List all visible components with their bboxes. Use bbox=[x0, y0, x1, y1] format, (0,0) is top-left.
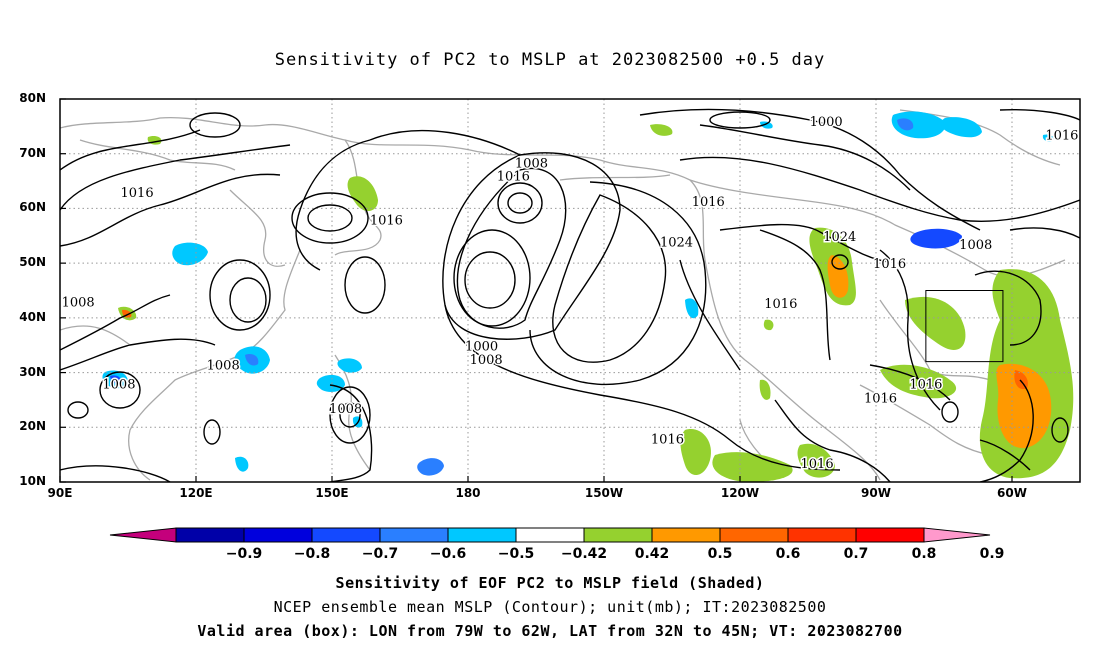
shade-positive bbox=[763, 319, 774, 331]
colorbar-label: −0.7 bbox=[361, 546, 399, 562]
lon-label: 180 bbox=[455, 486, 481, 500]
lat-label: 10N bbox=[19, 474, 46, 488]
shade-negative bbox=[110, 375, 122, 384]
lon-label: 150E bbox=[315, 486, 349, 500]
shade-positive bbox=[759, 379, 771, 400]
contour-label: 1016 bbox=[873, 257, 906, 272]
colorbar-box bbox=[447, 527, 517, 543]
shade-positive bbox=[650, 124, 673, 136]
contour-label: 1016 bbox=[1045, 129, 1078, 144]
shade-negative bbox=[910, 228, 962, 249]
contour-label: 1016 bbox=[909, 378, 942, 393]
contour-label: 1016 bbox=[370, 213, 403, 228]
lat-label: 20N bbox=[19, 419, 46, 434]
caption-shaded: Sensitivity of EOF PC2 to MSLP field (Sh… bbox=[335, 574, 765, 592]
colorbar-label: 0.9 bbox=[979, 546, 1005, 562]
shade-positive bbox=[347, 176, 378, 212]
lat-label: 30N bbox=[19, 364, 46, 379]
colorbar-max-arrow bbox=[923, 527, 991, 543]
shade-negative bbox=[417, 458, 444, 476]
colorbar-label: 0.42 bbox=[634, 546, 670, 562]
contour-label: 1000 bbox=[810, 115, 843, 130]
shade-negative bbox=[891, 111, 946, 139]
shade-negative bbox=[337, 358, 362, 373]
shade-negative bbox=[172, 242, 208, 266]
colorbar-box bbox=[311, 527, 381, 543]
lon-label: 150W bbox=[584, 486, 624, 500]
colorbar-label: 0.8 bbox=[911, 546, 937, 562]
shade-positive bbox=[905, 296, 966, 350]
contour-label: 1016 bbox=[764, 297, 797, 312]
contour-label: 1008 bbox=[62, 296, 95, 311]
lat-label: 80N bbox=[19, 91, 46, 105]
contour-label: 1016 bbox=[801, 457, 834, 472]
colorbar-box bbox=[787, 527, 857, 543]
colorbar-label: 0.6 bbox=[775, 546, 801, 562]
lat-label: 70N bbox=[19, 145, 46, 160]
lat-label: 40N bbox=[19, 309, 46, 324]
contour-label: 1016 bbox=[864, 391, 897, 406]
shade-negative bbox=[1042, 134, 1054, 142]
lat-label: 60N bbox=[19, 200, 46, 215]
lon-label: 120E bbox=[179, 486, 213, 500]
caption-valid-area: Valid area (box): LON from 79W to 62W, L… bbox=[197, 622, 903, 640]
colorbar-box bbox=[243, 527, 313, 543]
colorbar-label: 0.5 bbox=[707, 546, 733, 562]
colorbar-box bbox=[583, 527, 653, 543]
contour-label: 1016 bbox=[121, 186, 154, 201]
colorbar-label: −0.8 bbox=[293, 546, 331, 562]
axis-ticks bbox=[59, 98, 1013, 483]
contour-label: 1016 bbox=[692, 195, 725, 210]
lat-label: 50N bbox=[19, 255, 46, 270]
colorbar-label: −0.5 bbox=[497, 546, 535, 562]
contour-label: 1024 bbox=[660, 235, 693, 250]
colorbar-label: −0.6 bbox=[429, 546, 467, 562]
contour-label: 1024 bbox=[823, 230, 856, 245]
caption-contour: NCEP ensemble mean MSLP (Contour); unit(… bbox=[273, 598, 827, 616]
colorbar-box bbox=[651, 527, 721, 543]
shade-negative bbox=[940, 117, 982, 138]
contour-label: 1008 bbox=[959, 238, 992, 253]
map-background bbox=[60, 99, 1080, 482]
shade-negative bbox=[685, 298, 699, 319]
contour-label: 1016 bbox=[651, 432, 684, 447]
map-frame bbox=[59, 98, 1081, 483]
shade-positive bbox=[712, 452, 793, 482]
colorbar-box bbox=[515, 527, 585, 543]
colorbar-box bbox=[855, 527, 925, 543]
contour-label: 1008 bbox=[470, 353, 503, 368]
shade-positive bbox=[680, 429, 711, 476]
colorbar-label: 0.7 bbox=[843, 546, 869, 562]
valid-area-box bbox=[925, 290, 1004, 363]
shade-negative bbox=[316, 374, 345, 393]
colorbar-label: −0.42 bbox=[560, 546, 608, 562]
colorbar-box bbox=[379, 527, 449, 543]
map-title: Sensitivity of PC2 to MSLP at 2023082500… bbox=[274, 50, 826, 70]
lon-label: 60W bbox=[997, 486, 1027, 500]
contour-label: 1008 bbox=[329, 402, 362, 417]
contour-label: 1016 bbox=[497, 170, 530, 185]
shade-negative bbox=[235, 456, 249, 472]
lon-label: 90E bbox=[47, 486, 73, 500]
lon-label: 120W bbox=[720, 486, 760, 500]
colorbar-min-arrow bbox=[109, 527, 177, 543]
colorbar-box bbox=[719, 527, 789, 543]
lon-label: 90W bbox=[861, 486, 891, 500]
shade-negative bbox=[760, 121, 773, 129]
contour-label: 1008 bbox=[207, 358, 240, 373]
colorbar-box bbox=[175, 527, 245, 543]
mslp-contours bbox=[60, 108, 1080, 482]
contour-label: 1008 bbox=[515, 157, 548, 172]
colorbar-label: −0.9 bbox=[225, 546, 263, 562]
graticule bbox=[60, 99, 1080, 482]
contour-label: 1000 bbox=[465, 339, 498, 354]
colorbar bbox=[109, 527, 991, 543]
contour-label: 1008 bbox=[102, 378, 135, 393]
shade-negative bbox=[897, 118, 914, 131]
shade-negative bbox=[245, 354, 259, 366]
